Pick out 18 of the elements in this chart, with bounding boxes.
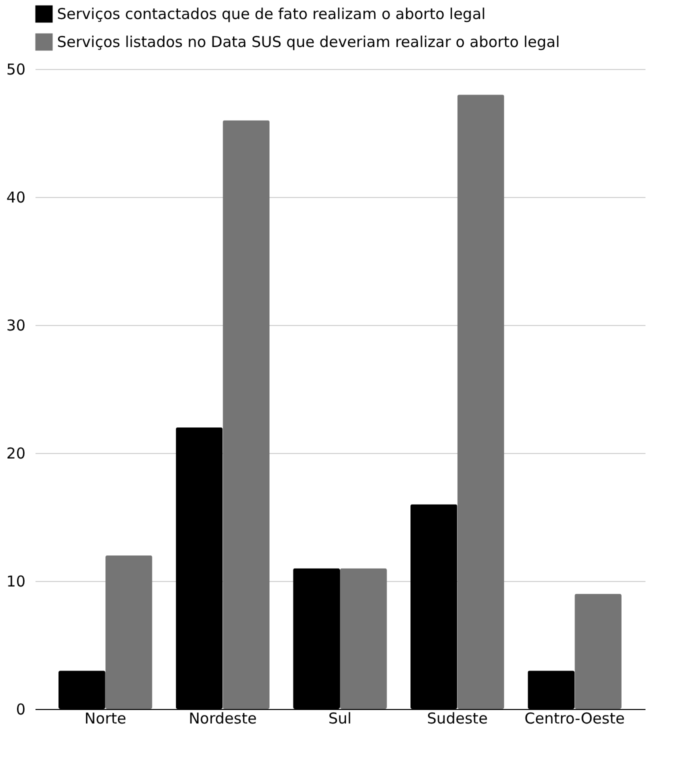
x-tick-label: Sudeste: [426, 710, 488, 728]
legend-label: Serviços contactados que de fato realizam o aborto legal: [57, 5, 486, 23]
x-tick-label: Centro-Oeste: [524, 710, 625, 728]
y-tick-label: 50: [6, 60, 26, 78]
legend-label: Serviços listados no Data SUS que deveriam realizar o aborto legal: [57, 33, 560, 51]
bar: [105, 555, 152, 709]
bar: [340, 568, 387, 709]
bar: [457, 94, 504, 709]
bar: [574, 594, 622, 709]
y-tick-label: 0: [16, 700, 26, 718]
y-tick-label: 40: [6, 188, 26, 206]
bar: [222, 120, 270, 709]
x-tick-label: Norte: [84, 710, 126, 728]
y-tick-label: 30: [6, 316, 26, 334]
x-tick-label: Nordeste: [188, 710, 257, 728]
y-tick-label: 10: [6, 572, 26, 590]
y-tick-label: 20: [6, 444, 26, 462]
x-tick-label: Sul: [328, 710, 352, 728]
